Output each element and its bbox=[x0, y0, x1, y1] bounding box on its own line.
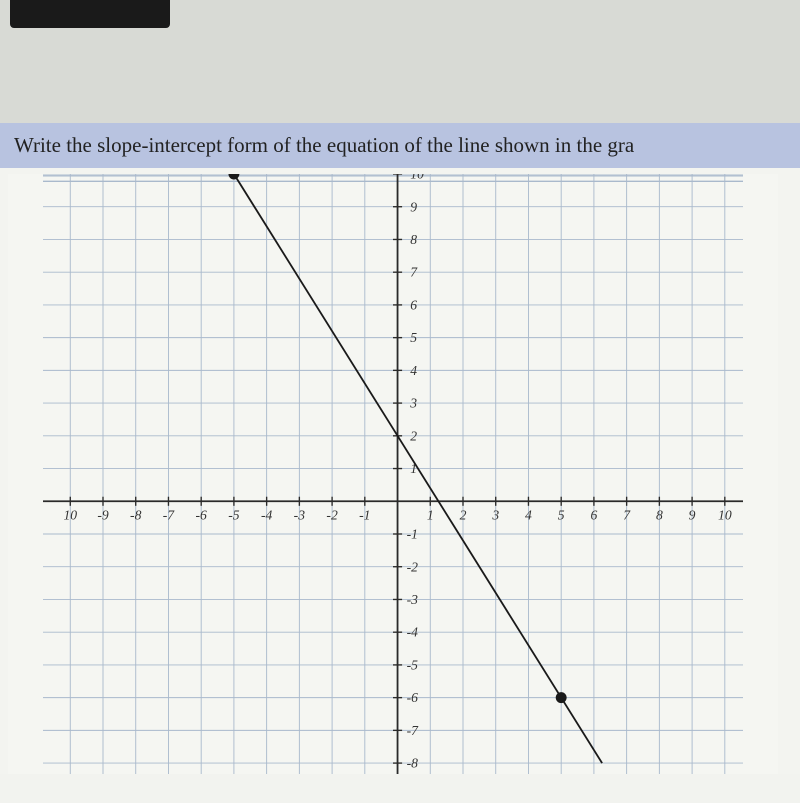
question-text: Write the slope-intercept form of the eq… bbox=[0, 123, 800, 168]
x-tick-label: 7 bbox=[623, 507, 631, 522]
window-top-fragment bbox=[10, 0, 170, 28]
x-tick-label: -3 bbox=[294, 507, 306, 522]
x-tick-label: -9 bbox=[97, 507, 109, 522]
x-tick-label: -4 bbox=[261, 507, 273, 522]
x-tick-label: -8 bbox=[130, 507, 142, 522]
x-tick-label: 3 bbox=[491, 507, 499, 522]
y-tick-label: -3 bbox=[407, 592, 419, 607]
x-tick-label: -5 bbox=[228, 507, 240, 522]
y-tick-label: -5 bbox=[407, 657, 419, 672]
y-tick-label: -8 bbox=[407, 756, 419, 771]
y-tick-label: -4 bbox=[407, 625, 419, 640]
x-tick-label: 10 bbox=[63, 507, 77, 522]
x-tick-label: 10 bbox=[718, 507, 732, 522]
coordinate-graph: 10 -9 -8 -7 -6 -5 -4 -3 -2 -1 1 2 3 4 5 6 7 8 9 10 10 9 8 7 6 5 4 3… bbox=[8, 174, 778, 774]
x-tick-label: 6 bbox=[591, 507, 598, 522]
y-tick-label: 2 bbox=[410, 428, 417, 443]
y-tick-label: 8 bbox=[410, 232, 417, 247]
y-tick-label: 4 bbox=[410, 363, 417, 378]
y-tick-label: 5 bbox=[410, 330, 417, 345]
x-tick-label: 8 bbox=[656, 507, 663, 522]
x-tick-label: -2 bbox=[326, 507, 338, 522]
worksheet-page: Write the slope-intercept form of the eq… bbox=[0, 123, 800, 803]
graph-container: 10 -9 -8 -7 -6 -5 -4 -3 -2 -1 1 2 3 4 5 6 7 8 9 10 10 9 8 7 6 5 4 3… bbox=[0, 168, 800, 774]
x-tick-label: 5 bbox=[558, 507, 565, 522]
x-tick-label: 4 bbox=[525, 507, 532, 522]
y-tick-label: 10 bbox=[410, 174, 424, 182]
y-tick-label: -6 bbox=[407, 690, 419, 705]
y-tick-label: 6 bbox=[410, 297, 417, 312]
y-tick-label: -7 bbox=[407, 723, 420, 738]
y-tick-label: 9 bbox=[410, 199, 417, 214]
y-tick-label: 7 bbox=[410, 265, 418, 280]
x-tick-label: -1 bbox=[359, 507, 370, 522]
x-tick-label: -6 bbox=[196, 507, 208, 522]
x-tick-label: -7 bbox=[163, 507, 176, 522]
x-tick-label: 9 bbox=[689, 507, 696, 522]
y-tick-label: -2 bbox=[407, 559, 419, 574]
y-tick-label: -1 bbox=[407, 527, 418, 542]
x-tick-label: 1 bbox=[427, 507, 434, 522]
plotted-point bbox=[556, 692, 567, 703]
y-tick-label: 3 bbox=[409, 396, 417, 411]
x-tick-label: 2 bbox=[460, 507, 467, 522]
